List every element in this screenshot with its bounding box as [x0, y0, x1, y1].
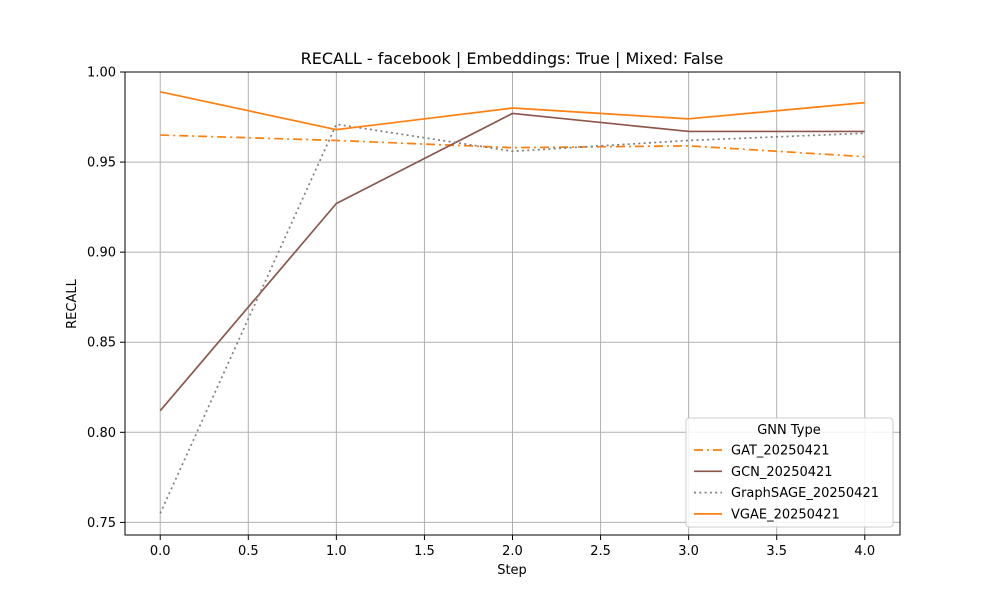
- y-tick-label: 0.80: [87, 426, 116, 441]
- y-tick-label: 1.00: [87, 66, 116, 81]
- series-line-vgae-20250421: [160, 90, 865, 131]
- x-tick-label: 2.5: [590, 544, 611, 559]
- x-axis-label: Step: [497, 563, 527, 578]
- legend-box: [685, 417, 894, 528]
- x-tick-label: 1.5: [414, 544, 435, 559]
- chart-title: RECALL - facebook | Embeddings: True | M…: [301, 49, 724, 68]
- axis-ticks: 0.0 0.5 1.0 1.5 2.0 2.5 3.0 3.5 4.0 0.75 0.80 0.85 0…: [87, 66, 875, 560]
- y-tick-label: 0.95: [87, 156, 116, 171]
- series-line-gcn-20250421: [159, 112, 865, 412]
- x-tick-label: 3.0: [678, 544, 699, 559]
- x-tick-label: 0.0: [150, 544, 171, 559]
- legend-items: GAT_20250421 GCN_20250421 GraphSAGE_202504…: [694, 444, 879, 522]
- legend-label-vgae-20250421: VGAE_20250421: [731, 507, 840, 522]
- y-axis-label: RECALL: [65, 278, 80, 328]
- x-tick-label: 3.5: [766, 544, 787, 559]
- legend-title: GNN Type: [757, 423, 821, 438]
- x-tick-label: 0.5: [238, 544, 259, 559]
- y-tick-label: 0.75: [87, 516, 116, 531]
- legend: GNN Type GAT_20250421 GCN_20250421 GraphSA…: [685, 417, 894, 528]
- legend-label-gat-20250421: GAT_20250421: [731, 444, 830, 459]
- legend-label-graphsage-20250421: GraphSAGE_20250421: [731, 486, 879, 501]
- y-tick-label: 0.85: [87, 336, 116, 351]
- series-lines: [159, 90, 865, 514]
- x-tick-label: 1.0: [326, 544, 347, 559]
- series-line-graphsage-20250421: [159, 123, 865, 514]
- x-tick-label: 2.0: [502, 544, 523, 559]
- x-tick-label: 4.0: [854, 544, 875, 559]
- series-line-gat-20250421: [160, 134, 865, 158]
- y-tick-label: 0.90: [87, 246, 116, 261]
- legend-label-gcn-20250421: GCN_20250421: [731, 465, 833, 480]
